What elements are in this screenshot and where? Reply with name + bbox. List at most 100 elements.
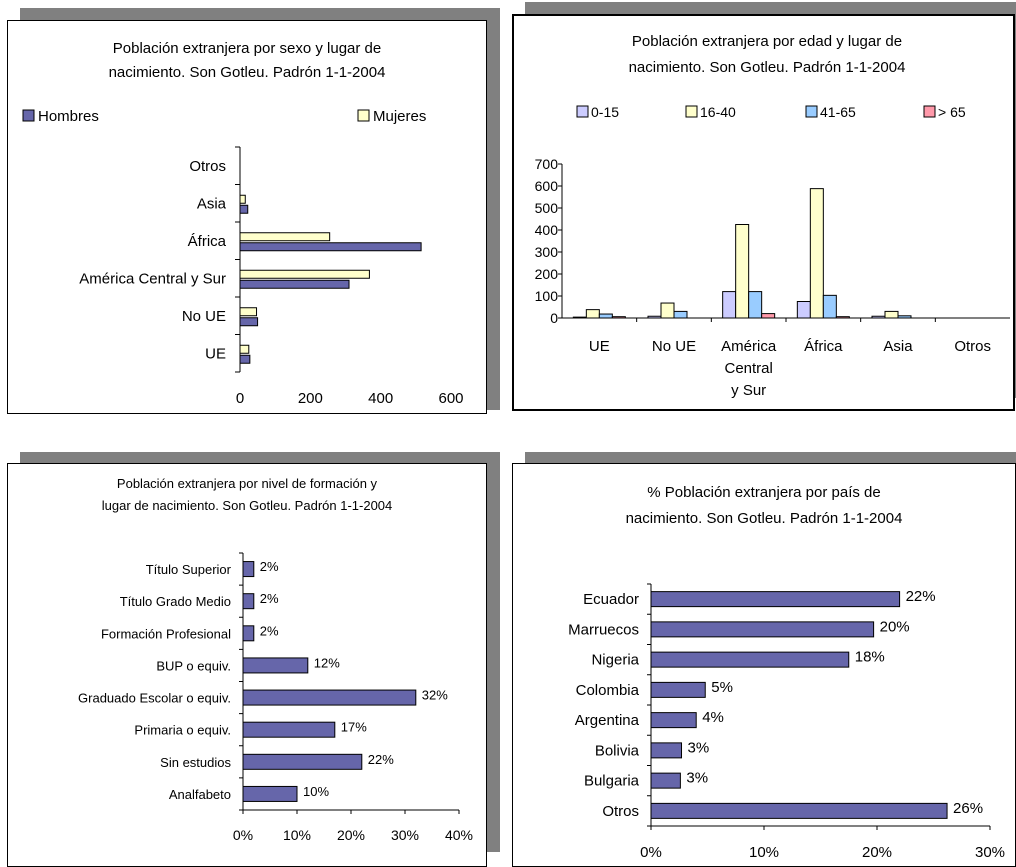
chart1-bar-hombres xyxy=(239,317,259,327)
chart4-category-label: Bolivia xyxy=(595,742,640,759)
chart4-category-label: Marruecos xyxy=(568,621,639,638)
chart3-value-label: 22% xyxy=(368,752,394,767)
chart2-bar-16-40 xyxy=(884,310,899,319)
chart3-bar xyxy=(242,785,298,802)
chart4-category-label: Ecuador xyxy=(583,591,639,608)
chart2-title-line1: Población extranjera por edad y lugar de xyxy=(632,33,902,50)
chart1-bar-hombres xyxy=(239,242,422,252)
chart1-title-line1: Población extranjera por sexo y lugar de xyxy=(113,40,382,57)
chart1-bar-mujeres xyxy=(239,269,370,279)
chart2-bar--65 xyxy=(761,313,776,319)
chart4-value-label: 3% xyxy=(686,770,708,787)
chart4-bar xyxy=(650,651,850,668)
chart2-bar-41-65 xyxy=(822,294,837,319)
chart1-category-label: UE xyxy=(205,345,226,362)
chart1-bar-mujeres xyxy=(239,344,250,354)
chart2-bar-41-65 xyxy=(897,315,912,319)
chart2-y-tick-label: 700 xyxy=(535,156,559,172)
chart2-y-tick-label: 0 xyxy=(550,310,558,326)
chart1-category-label: Otros xyxy=(189,158,226,175)
chart1-category-label: África xyxy=(188,233,227,250)
chart3-bar xyxy=(242,657,309,674)
chart1-legend-swatch-mujeres xyxy=(357,109,370,122)
chart2-y-tick-label: 500 xyxy=(535,200,559,216)
chart3-x-tick-label: 40% xyxy=(445,827,473,843)
chart3-title-line2: lugar de nacimiento. Son Gotleu. Padrón … xyxy=(102,498,393,513)
chart1-legend-label-mujeres: Mujeres xyxy=(373,108,426,125)
chart4-value-label: 18% xyxy=(855,649,885,666)
chart3-bar xyxy=(242,753,363,770)
chart3-value-label: 2% xyxy=(260,591,279,606)
chart4-bar xyxy=(650,742,683,759)
chart2-category-label: África xyxy=(804,338,843,355)
chart4-x-tick-label: 0% xyxy=(640,844,662,861)
chart3-value-label: 12% xyxy=(314,655,340,670)
chart2-bar-0-15 xyxy=(796,301,811,319)
chart4-value-label: 4% xyxy=(702,709,724,726)
chart4-bar xyxy=(650,712,697,729)
chart4-value-label: 20% xyxy=(880,618,910,635)
chart1-x-tick-label: 400 xyxy=(368,390,393,407)
chart4-x-tick-label: 10% xyxy=(749,844,779,861)
chart3-category-label: Primaria o equiv. xyxy=(134,723,231,738)
chart2-legend-label-41-65: 41-65 xyxy=(820,104,856,120)
chart4-bar xyxy=(650,621,875,638)
chart2-y-tick-label: 300 xyxy=(535,244,559,260)
chart1-title-line2: nacimiento. Son Gotleu. Padrón 1-1-2004 xyxy=(109,64,386,81)
chart2-y-tick-label: 600 xyxy=(535,178,559,194)
chart3-bar xyxy=(242,721,336,738)
chart3-category-label: Graduado Escolar o equiv. xyxy=(78,691,231,706)
chart2-category-label: América xyxy=(721,338,777,355)
chart1-bar-hombres xyxy=(239,279,350,289)
chart3-x-tick-label: 10% xyxy=(283,827,311,843)
chart1-legend-swatch-hombres xyxy=(22,109,35,122)
chart4-category-label: Bulgaria xyxy=(584,773,640,790)
chart3-bar xyxy=(242,561,255,578)
chart2-bar-41-65 xyxy=(598,313,613,319)
chart3-bar xyxy=(242,689,417,706)
chart2-legend-swatch-0-15 xyxy=(576,105,589,118)
chart2-y-tick-label: 100 xyxy=(535,288,559,304)
chart3-title-line1: Población extranjera por nivel de formac… xyxy=(117,476,378,491)
chart3-category-label: BUP o equiv. xyxy=(156,658,231,673)
chart2-bar-41-65 xyxy=(748,291,763,319)
chart2-category-label: No UE xyxy=(652,338,696,355)
chart3-category-label: Analfabeto xyxy=(169,787,231,802)
chart3-value-label: 2% xyxy=(260,559,279,574)
chart3-x-tick-label: 30% xyxy=(391,827,419,843)
chart3-x-tick-label: 20% xyxy=(337,827,365,843)
chart4-x-tick-label: 20% xyxy=(862,844,892,861)
chart2-title-line2: nacimiento. Son Gotleu. Padrón 1-1-2004 xyxy=(629,59,906,76)
chart1-bar-mujeres xyxy=(239,232,331,242)
chart3-value-label: 2% xyxy=(260,623,279,638)
chart2-bar--65 xyxy=(835,316,850,319)
chart4-category-label: Otros xyxy=(602,803,639,820)
chart1-category-label: América Central y Sur xyxy=(79,270,226,287)
chart4-bar xyxy=(650,681,706,698)
chart2-bar-0-15 xyxy=(722,291,737,319)
chart2-panel xyxy=(512,14,1015,411)
chart4-value-label: 26% xyxy=(953,800,983,817)
chart1-bar-mujeres xyxy=(239,194,246,204)
chart1-bar-mujeres xyxy=(239,307,258,317)
chart2-bar-16-40 xyxy=(660,302,675,319)
chart4-bar xyxy=(650,772,681,789)
chart2-legend-swatch-16-40 xyxy=(685,105,698,118)
chart3-x-tick-label: 0% xyxy=(233,827,253,843)
chart3-bar xyxy=(242,625,255,642)
chart1-x-tick-label: 0 xyxy=(236,390,244,407)
chart3-category-label: Título Grado Medio xyxy=(120,594,231,609)
chart2-category-label: y Sur xyxy=(731,382,766,399)
chart4-value-label: 22% xyxy=(906,588,936,605)
chart3-value-label: 17% xyxy=(341,720,367,735)
chart4-category-label: Argentina xyxy=(575,712,640,729)
chart2-bar-16-40 xyxy=(735,224,750,319)
chart4-title-line2: nacimiento. Son Gotleu. Padrón 1-1-2004 xyxy=(626,510,903,527)
chart3-value-label: 32% xyxy=(422,688,448,703)
chart2-category-label: Otros xyxy=(954,338,991,355)
chart4-x-tick-label: 30% xyxy=(975,844,1005,861)
chart2-y-tick-label: 200 xyxy=(535,266,559,282)
chart1-category-label: Asia xyxy=(197,195,227,212)
chart1-category-label: No UE xyxy=(182,308,226,325)
